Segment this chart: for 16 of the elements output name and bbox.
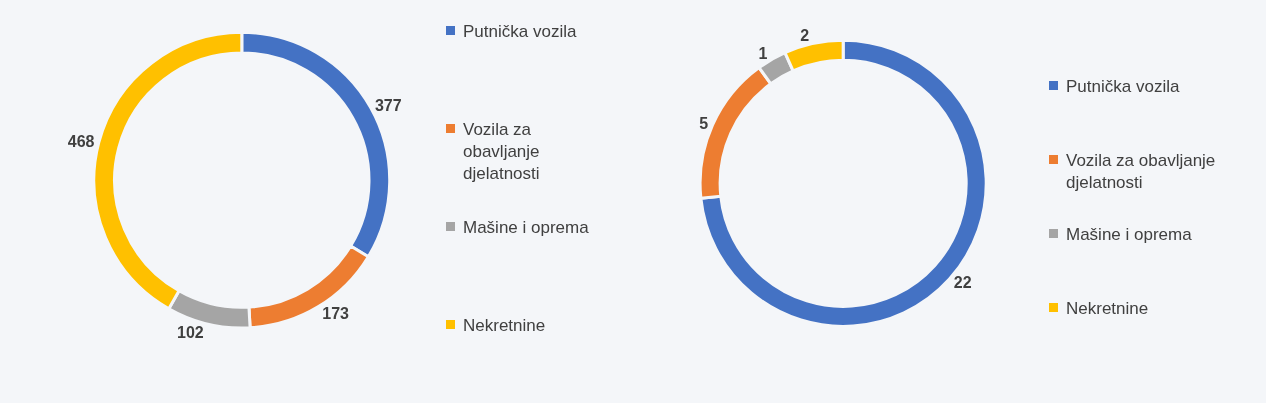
legend-label: Nekretnine xyxy=(1066,299,1149,318)
data-label: 5 xyxy=(699,115,709,133)
legend-label: Vozila za obavljanje djelatnosti xyxy=(463,120,540,184)
legend-label: Mašine i oprema xyxy=(1066,225,1193,244)
data-label: 22 xyxy=(953,274,972,292)
legend-label: Mašine i oprema xyxy=(463,218,590,237)
data-label: 468 xyxy=(67,133,95,151)
data-label: 102 xyxy=(177,323,204,341)
data-label: 1 xyxy=(758,44,768,62)
legend-label: Nekretnine xyxy=(463,316,546,335)
legend-label: Putnička vozila xyxy=(1066,77,1180,96)
data-label: 377 xyxy=(374,96,402,114)
legend-label: Vozila za obavljanje djelatnosti xyxy=(1066,151,1216,193)
data-label: 2 xyxy=(800,26,810,44)
data-label: 173 xyxy=(322,304,350,322)
legend-label: Putnička vozila xyxy=(463,22,577,41)
